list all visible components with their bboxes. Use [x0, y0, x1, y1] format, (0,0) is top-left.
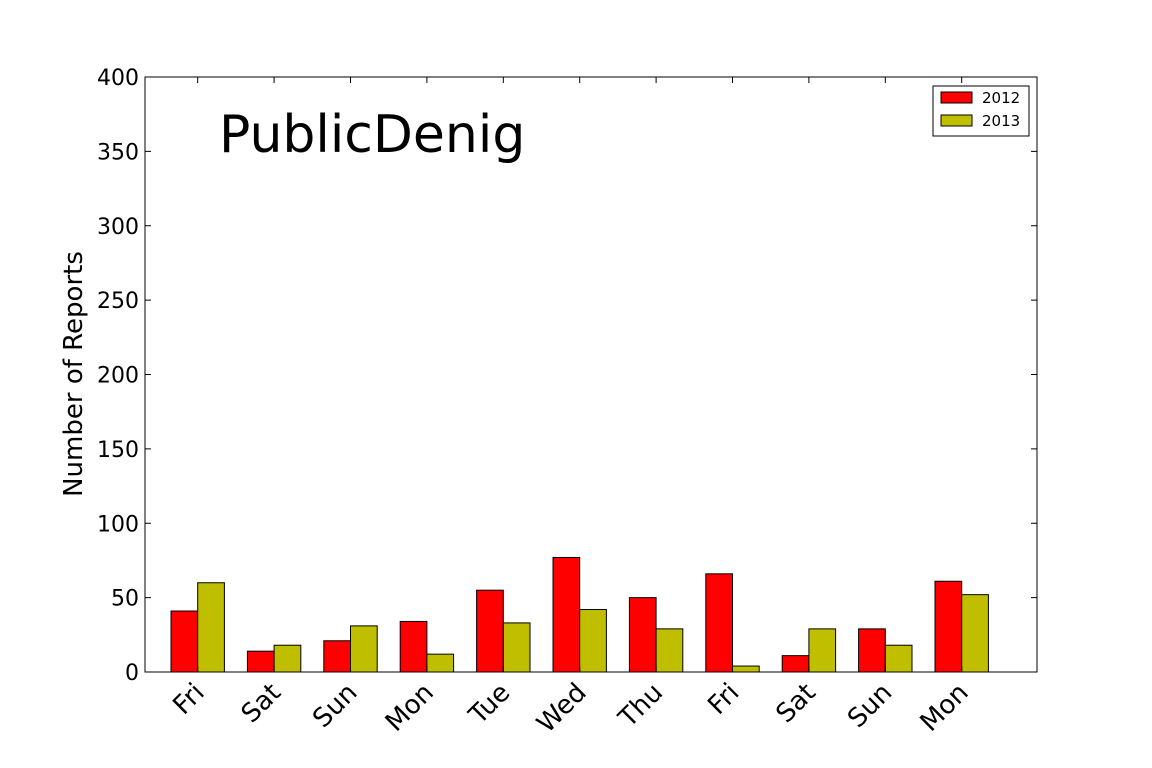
bar-2013-4: [502, 622, 531, 673]
bar-2012-4: [476, 589, 504, 673]
x-tick-label: Fri: [168, 678, 211, 721]
y-tick-label: 0: [125, 661, 139, 686]
legend-label-2012: 2012: [982, 89, 1020, 107]
bar-2012-3: [399, 620, 428, 673]
bar-2012-10: [934, 580, 963, 673]
y-tick-label: 350: [97, 140, 139, 165]
bar-2013-5: [579, 609, 607, 673]
legend-swatch-2012: [940, 91, 973, 104]
x-tick-label: Sat: [236, 678, 287, 729]
y-tick-label: 100: [97, 512, 139, 537]
ticks-layer: [145, 76, 1037, 673]
bar-2013-8: [808, 628, 837, 673]
legend-swatch-2013: [940, 114, 973, 127]
legend-items: 2012 2013: [940, 89, 1020, 130]
bar-2013-0: [197, 582, 225, 673]
legend: 2012 2013: [932, 85, 1030, 137]
bar-2013-7: [732, 665, 760, 673]
y-tick-label: 150: [97, 438, 139, 463]
plot-frame: [144, 76, 1038, 673]
y-tick-label: 400: [97, 66, 139, 91]
bar-2012-8: [781, 655, 810, 673]
x-tick-label: Fri: [702, 678, 745, 721]
bar-2012-6: [628, 597, 657, 673]
y-axis-label: Number of Reports: [59, 251, 89, 497]
bar-2013-1: [273, 644, 302, 673]
bar-2013-2: [350, 625, 378, 673]
x-tick-label: Wed: [531, 678, 592, 739]
bars-layer: [170, 556, 989, 673]
bar-2012-2: [323, 640, 351, 673]
legend-label-2013: 2013: [982, 112, 1020, 130]
x-tick-label: Sun: [307, 678, 363, 734]
bar-2012-1: [246, 650, 275, 673]
bar-2012-9: [858, 628, 886, 673]
y-tick-label: 300: [97, 215, 139, 240]
bar-2012-7: [705, 573, 733, 673]
x-tick-labels: Fri Sat Sun Mon Tue Wed Thu Fri Sat Sun Mon: [168, 678, 975, 739]
x-tick-label: Mon: [915, 678, 975, 738]
x-tick-label: Sun: [842, 678, 898, 734]
y-tick-label: 50: [111, 587, 139, 612]
y-tick-label: 250: [97, 289, 139, 314]
bar-2013-3: [426, 653, 455, 673]
x-tick-label: Sat: [770, 678, 821, 729]
bar-2013-6: [655, 628, 684, 673]
x-tick-label: Mon: [380, 678, 440, 738]
chart-title: PublicDenig: [219, 105, 525, 165]
x-tick-label: Thu: [613, 678, 669, 734]
bar-2013-9: [884, 644, 913, 673]
bar-2013-10: [961, 594, 989, 673]
x-tick-label: Tue: [463, 678, 516, 731]
bar-2012-5: [552, 556, 581, 673]
y-tick-labels: 0 50 100 150 200 250 300 350 400: [97, 66, 139, 686]
y-tick-label: 200: [97, 364, 139, 389]
bar-2012-0: [170, 610, 199, 673]
